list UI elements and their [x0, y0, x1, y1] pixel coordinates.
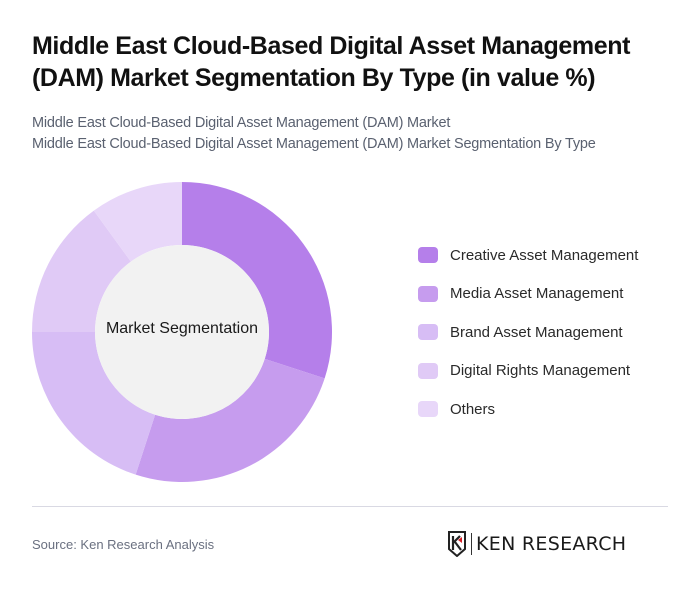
donut-segment-creative-asset-management[interactable]: [182, 182, 333, 379]
subtitle-line-2: Middle East Cloud-Based Digital Asset Ma…: [32, 136, 596, 152]
donut-svg: [32, 182, 333, 482]
legend: Creative Asset Management Media Asset Ma…: [418, 245, 638, 438]
legend-swatch: [418, 362, 438, 379]
page-title: Middle East Cloud-Based Digital Asset Ma…: [32, 32, 631, 92]
donut-center: [95, 245, 269, 419]
legend-item-creative[interactable]: Creative Asset Management: [418, 245, 638, 265]
ken-research-logo: KEN RESEARCH: [447, 531, 626, 557]
legend-swatch: [418, 324, 438, 340]
logo-separator: [471, 533, 472, 555]
donut-segment-digital-rights-management[interactable]: [32, 210, 131, 332]
legend-label: Brand Asset Management: [450, 323, 623, 341]
subtitle: Middle East Cloud-Based Digital Asset Ma…: [32, 113, 682, 155]
donut-segment-media-asset-management[interactable]: [135, 358, 325, 482]
legend-item-media[interactable]: Media Asset Management: [418, 284, 638, 304]
legend-swatch: [418, 285, 438, 302]
legend-item-digital-rights[interactable]: Digital Rights Management: [418, 361, 638, 381]
donut-segment-others[interactable]: [93, 182, 182, 262]
legend-label: Media Asset Management: [450, 285, 624, 302]
source-text: Source: Ken Research Analysis: [32, 537, 215, 552]
footer-divider: [32, 506, 668, 507]
center-label: Market Segmentation: [105, 320, 259, 337]
subtitle-line-1: Middle East Cloud-Based Digital Asset Ma…: [32, 115, 451, 131]
legend-swatch: [418, 247, 438, 263]
legend-swatch: [418, 401, 438, 417]
donut-chart: Market Segmentation: [30, 180, 334, 484]
logo-text: KEN RESEARCH: [476, 533, 627, 555]
ken-shield-icon: [448, 531, 466, 557]
legend-label: Digital Rights Management: [450, 362, 631, 379]
legend-item-brand[interactable]: Brand Asset Management: [418, 322, 638, 342]
legend-label: Creative Asset Management: [450, 246, 639, 264]
donut-segment-brand-asset-management[interactable]: [32, 332, 156, 475]
legend-label: Others: [450, 400, 496, 418]
legend-item-others[interactable]: Others: [418, 399, 638, 419]
